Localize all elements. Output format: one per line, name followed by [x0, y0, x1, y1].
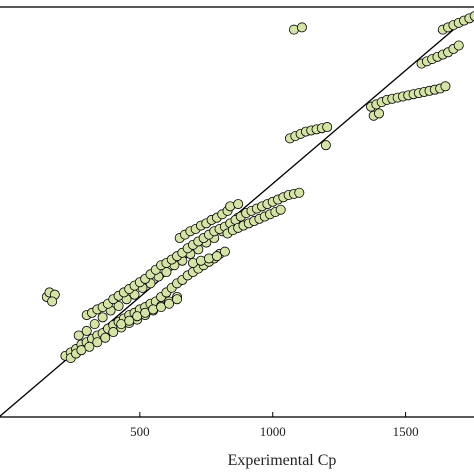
data-point	[113, 301, 124, 312]
data-point	[322, 122, 333, 133]
data-point	[172, 294, 183, 305]
data-point	[211, 251, 222, 262]
data-point	[92, 337, 103, 348]
data-point	[219, 246, 230, 257]
data-point	[294, 187, 305, 198]
data-point	[469, 11, 474, 22]
x-tick-label: 1500	[393, 424, 419, 439]
x-tick-label: 500	[130, 424, 150, 439]
data-point	[47, 296, 58, 307]
data-point	[97, 312, 108, 323]
data-point	[124, 315, 135, 326]
data-point	[164, 298, 175, 309]
data-points	[41, 11, 474, 364]
data-point	[89, 319, 100, 330]
data-point	[100, 332, 111, 343]
x-axis-ticks: 500 1000 1500	[130, 412, 419, 439]
data-point	[275, 204, 286, 215]
data-point	[440, 81, 451, 92]
data-point	[296, 22, 307, 33]
data-point	[374, 108, 385, 119]
data-point	[81, 325, 92, 336]
data-point	[320, 140, 331, 151]
x-tick-label: 1000	[260, 424, 286, 439]
data-point	[73, 330, 84, 341]
data-point	[84, 341, 95, 352]
x-axis-label: Experimental Cp	[228, 452, 337, 469]
data-point	[108, 327, 119, 338]
data-point	[233, 199, 244, 210]
plot-frame	[0, 6, 474, 418]
data-point	[453, 40, 464, 51]
